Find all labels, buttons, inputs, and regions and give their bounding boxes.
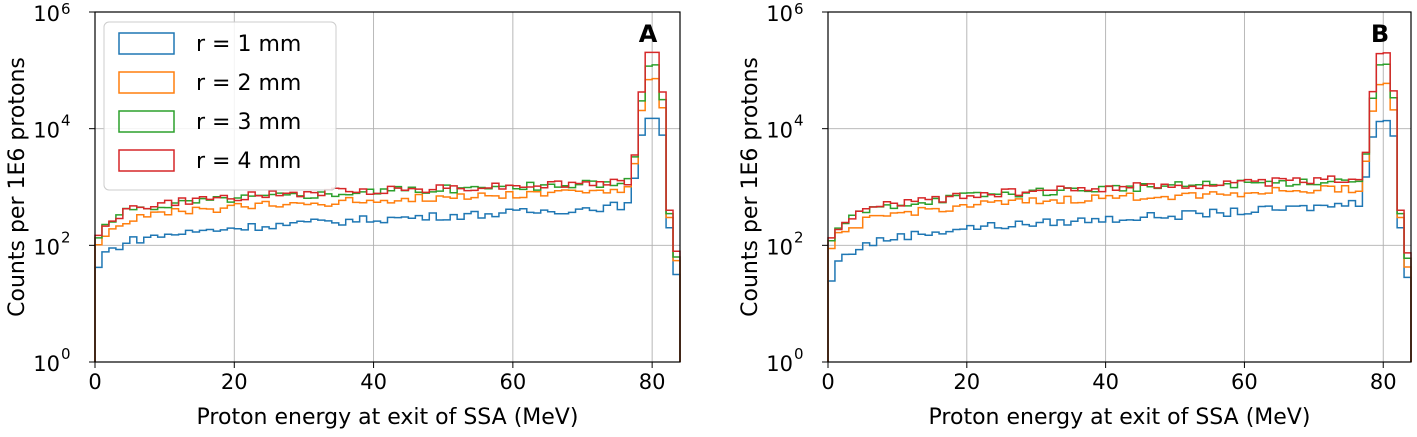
legend-swatch-r4: [118, 149, 175, 172]
legend-entry-r3: r = 3 mm: [196, 110, 301, 135]
series-r-3-mm: [827, 63, 1412, 362]
y-tick-exponent: 2: [794, 228, 804, 246]
y-tick-exponent: 0: [794, 345, 804, 363]
panel-b: B 0 20 40 60 80 10 0 10 2 10 4 10 6 Prot…: [738, 0, 1412, 430]
y-tick-label: 10: [33, 2, 60, 26]
legend-swatch-r3: [118, 110, 175, 133]
y-tick-label: 10: [766, 235, 793, 259]
x-tick-label: 40: [1092, 370, 1119, 394]
y-tick-base: 10: [766, 235, 793, 259]
x-tick-label: 20: [953, 370, 980, 394]
x-tick-label: 0: [88, 370, 101, 394]
x-axis-label: Proton energy at exit of SSA (MeV): [197, 405, 579, 430]
y-tick-base: 10: [766, 352, 793, 376]
x-axis-label: Proton energy at exit of SSA (MeV): [929, 405, 1311, 430]
x-tick-label: 60: [500, 370, 527, 394]
plot-frame: [94, 11, 681, 363]
y-tick-label: 10: [33, 119, 60, 143]
legend-swatch-r2: [118, 71, 175, 94]
y-tick-exponent: 4: [61, 112, 71, 130]
y-tick-exponent: 6: [794, 0, 804, 18]
legend-entry-r1: r = 1 mm: [196, 32, 301, 57]
x-tick-label: 40: [360, 370, 387, 394]
series-r-2-mm: [827, 82, 1412, 362]
series-r-1-mm: [94, 117, 681, 362]
y-tick-exponent: 4: [794, 112, 804, 130]
series-r-2-mm: [94, 77, 681, 362]
y-tick-label: 10: [766, 2, 793, 26]
legend-entry-r2: r = 2 mm: [196, 71, 301, 96]
panel-label: B: [1371, 20, 1389, 48]
x-tick-label: 80: [639, 370, 666, 394]
series-r-1-mm: [827, 119, 1412, 362]
x-tick-label: 0: [821, 370, 834, 394]
legend-entry-r4: r = 4 mm: [196, 149, 301, 174]
legend: r = 1 mm r = 2 mm r = 3 mm r = 4 mm: [103, 21, 337, 191]
panel-a: A 0 20 40 60 80 10 0 10 2 10 4 10 6 Prot…: [5, 0, 681, 430]
series-r-4-mm: [827, 52, 1412, 362]
y-tick-label: 10: [33, 235, 60, 259]
y-tick-exponent: 6: [61, 0, 71, 18]
y-tick-base: 10: [33, 119, 60, 143]
x-tick-label: 20: [221, 370, 248, 394]
y-tick-base: 10: [766, 2, 793, 26]
y-axis-label: Counts per 1E6 protons: [738, 57, 763, 317]
y-tick-label: 10: [33, 352, 60, 376]
series-r-4-mm: [94, 51, 681, 362]
y-tick-base: 10: [33, 2, 60, 26]
y-tick-label: 10: [766, 119, 793, 143]
y-tick-exponent: 2: [61, 228, 71, 246]
y-tick-base: 10: [33, 235, 60, 259]
y-axis-label: Counts per 1E6 protons: [5, 57, 30, 317]
legend-frame: [103, 21, 337, 191]
y-tick-label: 10: [766, 352, 793, 376]
y-tick-base: 10: [33, 352, 60, 376]
plot-frame: [827, 11, 1412, 363]
y-tick-base: 10: [766, 119, 793, 143]
x-tick-label: 60: [1231, 370, 1258, 394]
panel-label: A: [639, 20, 658, 48]
y-tick-exponent: 0: [61, 345, 71, 363]
x-tick-label: 80: [1370, 370, 1397, 394]
legend-swatch-r1: [118, 32, 175, 55]
